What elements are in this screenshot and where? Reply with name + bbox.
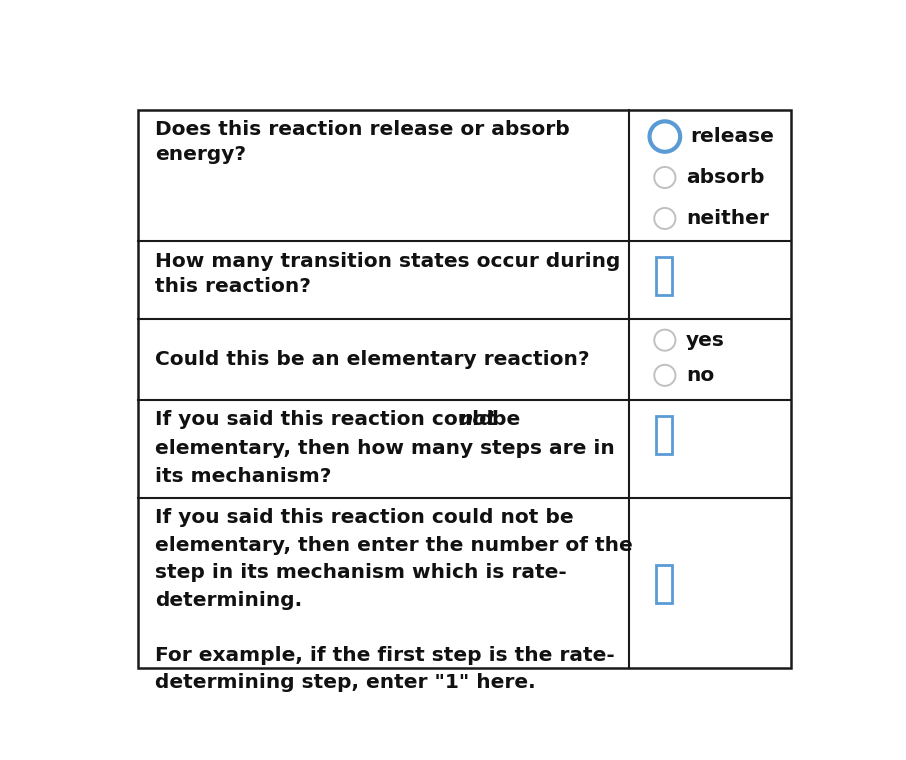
Text: step in its mechanism which is rate-: step in its mechanism which is rate- (156, 563, 567, 582)
Text: If you said this reaction could: If you said this reaction could (156, 410, 501, 429)
Bar (656, 565, 671, 603)
Text: neither: neither (686, 209, 769, 228)
Text: yes: yes (686, 331, 725, 350)
Text: Could this be an elementary reaction?: Could this be an elementary reaction? (156, 350, 590, 369)
Text: elementary, then enter the number of the: elementary, then enter the number of the (156, 536, 633, 555)
Ellipse shape (650, 122, 680, 152)
Bar (656, 258, 671, 296)
Text: determining.: determining. (156, 591, 303, 610)
Text: determining step, enter "1" here.: determining step, enter "1" here. (156, 673, 536, 692)
Text: be: be (486, 410, 521, 429)
Text: absorb: absorb (686, 168, 765, 187)
Text: For example, if the first step is the rate-: For example, if the first step is the ra… (156, 645, 615, 664)
Ellipse shape (654, 167, 676, 188)
Text: release: release (690, 127, 775, 146)
Text: Does this reaction release or absorb
energy?: Does this reaction release or absorb ene… (156, 121, 570, 164)
Ellipse shape (654, 365, 676, 386)
Text: How many transition states occur during
this reaction?: How many transition states occur during … (156, 252, 621, 296)
Ellipse shape (654, 208, 676, 229)
Text: If you said this reaction could not be: If you said this reaction could not be (156, 508, 574, 527)
Ellipse shape (654, 330, 676, 350)
Text: its mechanism?: its mechanism? (156, 467, 332, 486)
Text: no: no (686, 366, 714, 385)
Text: elementary, then how many steps are in: elementary, then how many steps are in (156, 439, 615, 458)
Text: not: not (458, 410, 496, 429)
Bar (656, 416, 671, 454)
